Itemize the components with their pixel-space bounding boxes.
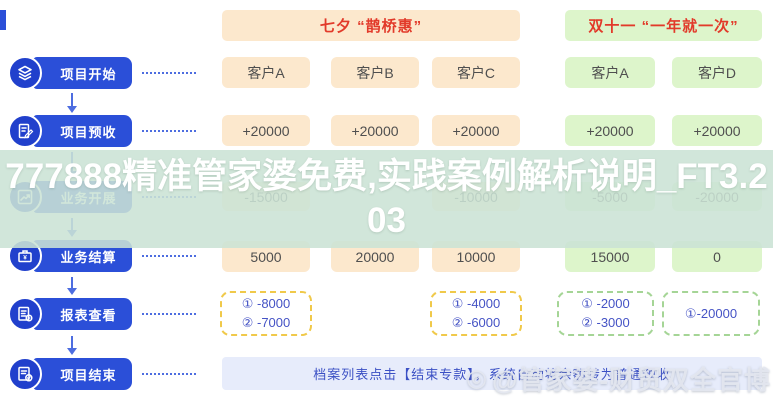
flow-arrow-head	[67, 288, 77, 295]
dotted-connector	[142, 72, 196, 74]
customer-chip: 客户C	[432, 57, 520, 88]
document-check-icon	[8, 357, 42, 391]
dotted-connector	[142, 373, 196, 375]
report-line: ② -3000	[581, 315, 630, 330]
flow-arrow-head	[67, 106, 77, 113]
customer-chip: 客户D	[672, 57, 762, 88]
step-label: 项目开始	[33, 57, 132, 89]
step-project-prepay: 项目预收	[8, 114, 132, 148]
watermark-text: @管家婆-财贸双全官博	[491, 365, 771, 395]
report-line: ② -7000	[241, 315, 291, 330]
watermark: ◎ @管家婆-财贸双全官博	[466, 360, 771, 397]
step-label: 项目结束	[33, 358, 132, 390]
overlay-tint	[0, 150, 773, 248]
step-project-start: 项目开始	[8, 56, 132, 90]
report-line: ①-20000	[684, 305, 738, 321]
prepay-value: +20000	[331, 115, 419, 146]
customer-chip: 客户A	[222, 57, 310, 88]
dotted-connector	[142, 255, 196, 257]
customer-chip: 客户B	[331, 57, 419, 88]
dotted-connector	[142, 130, 196, 132]
flow-arrow-head	[67, 348, 77, 355]
flow-arrow-line	[71, 277, 73, 288]
report-box: ①-20000	[662, 291, 760, 336]
report-icon	[8, 297, 42, 331]
layers-icon	[8, 56, 42, 90]
overlay-text: 777888精准管家婆免费,实践案例解析说明_FT3.203	[5, 157, 768, 240]
report-box: ① -8000 ② -7000	[220, 291, 312, 336]
prepay-value: +20000	[222, 115, 310, 146]
campaign-banner-double11: 双十一 “一年就一次”	[565, 10, 762, 41]
report-line: ① -4000	[451, 296, 501, 311]
campaign-banner-qixi: 七夕 “鹊桥惠”	[222, 10, 520, 41]
svg-text:¥: ¥	[23, 255, 27, 262]
flow-arrow-line	[71, 93, 73, 106]
report-box: ① -4000 ② -6000	[430, 291, 522, 336]
prepay-value: +20000	[432, 115, 520, 146]
left-edge-artifact	[0, 10, 6, 30]
customer-chip: 客户A	[565, 57, 655, 88]
report-line: ① -2000	[581, 296, 630, 311]
prepay-value: +20000	[672, 115, 762, 146]
document-edit-icon	[8, 114, 42, 148]
flow-arrow-line	[71, 336, 73, 348]
step-label: 报表查看	[33, 298, 132, 330]
weibo-camera-icon: ◎	[466, 365, 488, 392]
overlay-banner: 777888精准管家婆免费,实践案例解析说明_FT3.203	[0, 150, 773, 248]
report-box: ① -2000 ② -3000	[557, 291, 654, 336]
prepay-value: +20000	[565, 115, 655, 146]
report-line: ① -8000	[241, 296, 291, 311]
step-report-view: 报表查看	[8, 297, 132, 331]
footer-note: 档案列表点击【结束专款】，系统自动将余额转为普通预收	[222, 357, 762, 390]
step-project-end: 项目结束	[8, 357, 132, 391]
report-line: ② -6000	[451, 315, 501, 330]
dotted-connector	[142, 313, 196, 315]
step-label: 项目预收	[33, 115, 132, 147]
